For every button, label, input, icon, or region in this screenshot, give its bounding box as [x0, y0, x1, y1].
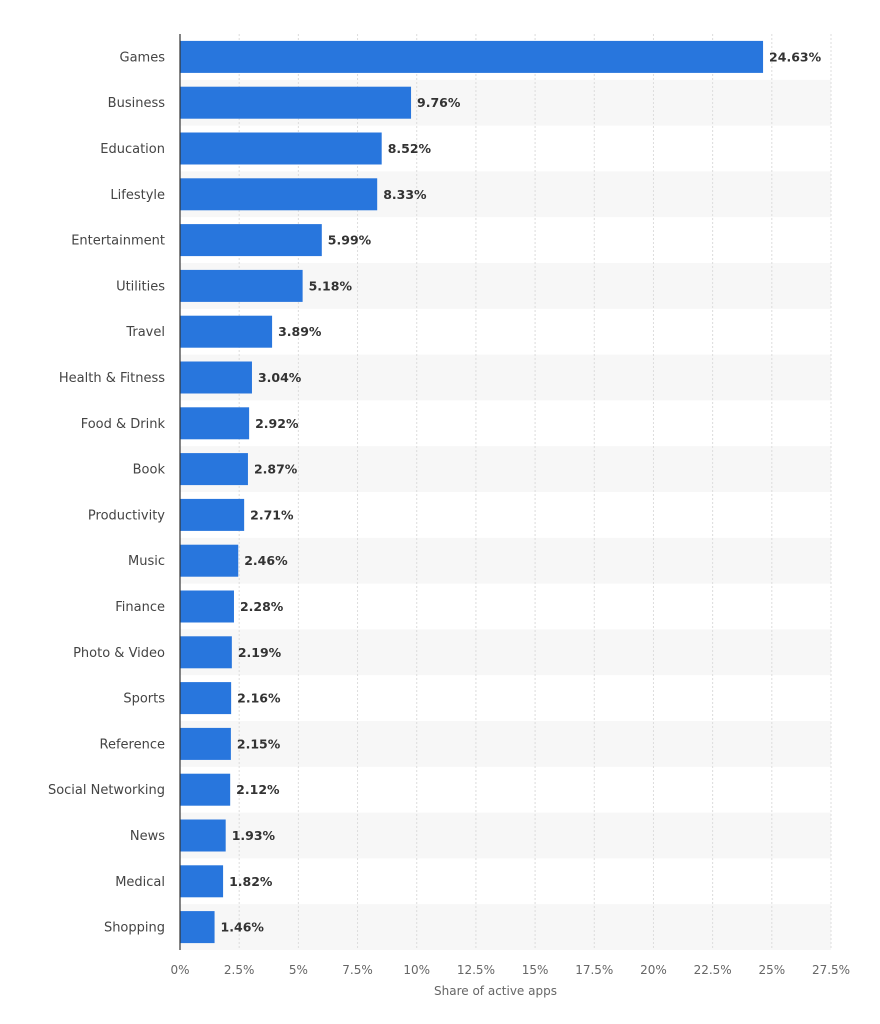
bar: [180, 224, 322, 257]
x-tick-label: 5%: [289, 963, 308, 977]
category-label: Medical: [115, 875, 165, 890]
x-tick-label: 2.5%: [224, 963, 255, 977]
category-label: Lifestyle: [110, 188, 165, 203]
category-label: Photo & Video: [73, 646, 165, 661]
bar: [180, 269, 303, 302]
category-label: Music: [128, 554, 165, 569]
x-tick-label: 10%: [403, 963, 430, 977]
bar: [180, 773, 231, 806]
bar: [180, 453, 248, 486]
row-band: [180, 721, 831, 767]
data-label: 3.89%: [278, 324, 322, 339]
data-label: 2.46%: [244, 553, 288, 568]
bar: [180, 132, 382, 165]
data-label: 2.12%: [236, 782, 280, 797]
data-label: 24.63%: [769, 49, 822, 64]
bar: [180, 636, 232, 669]
data-label: 1.82%: [229, 874, 273, 889]
data-label: 1.46%: [221, 920, 265, 935]
category-label: Travel: [125, 325, 165, 340]
data-label: 1.93%: [232, 828, 276, 843]
bar: [180, 590, 234, 623]
data-label: 8.33%: [383, 187, 427, 202]
x-tick-label: 0%: [170, 963, 189, 977]
category-label: Productivity: [88, 508, 165, 523]
data-label: 8.52%: [388, 141, 432, 156]
data-label: 2.71%: [250, 507, 294, 522]
bar: [180, 86, 412, 119]
data-label: 2.28%: [240, 599, 284, 614]
row-band: [180, 537, 831, 584]
category-label: Social Networking: [48, 783, 165, 798]
data-label: 2.87%: [254, 462, 298, 477]
x-tick-label: 25%: [758, 963, 785, 977]
category-label: Entertainment: [71, 234, 165, 249]
bar: [180, 819, 226, 852]
bar: [180, 727, 231, 760]
data-label: 2.92%: [255, 416, 299, 431]
bar: [180, 544, 239, 577]
bar: [180, 40, 764, 73]
category-label: Finance: [115, 600, 165, 615]
bar: [180, 498, 245, 531]
category-label: Sports: [123, 692, 165, 707]
bar: [180, 911, 215, 944]
data-label: 2.19%: [238, 645, 282, 660]
data-label: 5.99%: [328, 233, 372, 248]
x-tick-label: 20%: [640, 963, 667, 977]
row-band: [180, 446, 831, 492]
bar: [180, 682, 232, 715]
row-band: [180, 812, 831, 859]
category-label: Food & Drink: [81, 417, 166, 432]
category-label: News: [130, 829, 165, 844]
data-label: 5.18%: [309, 278, 353, 293]
row-band: [180, 904, 831, 950]
x-tick-label: 7.5%: [342, 963, 373, 977]
category-label: Education: [100, 142, 165, 157]
category-label: Book: [133, 463, 166, 478]
data-label: 2.15%: [237, 736, 281, 751]
bar: [180, 178, 378, 211]
bar: [180, 361, 252, 394]
row-band: [180, 354, 831, 401]
x-tick-label: 27.5%: [812, 963, 850, 977]
x-tick-label: 12.5%: [457, 963, 495, 977]
category-label: Shopping: [104, 921, 165, 936]
x-axis-title: Share of active apps: [434, 984, 557, 998]
bar: [180, 407, 250, 440]
category-label: Reference: [100, 737, 165, 752]
data-label: 9.76%: [417, 95, 461, 110]
category-label: Utilities: [116, 279, 165, 294]
category-label: Business: [108, 96, 166, 111]
x-tick-label: 22.5%: [694, 963, 732, 977]
bar: [180, 865, 224, 898]
bar: [180, 315, 273, 348]
data-label: 2.16%: [237, 691, 281, 706]
x-tick-label: 17.5%: [575, 963, 613, 977]
category-label: Games: [120, 50, 166, 65]
row-band: [180, 629, 831, 676]
category-label: Health & Fitness: [59, 371, 165, 386]
data-label: 3.04%: [258, 370, 302, 385]
x-tick-label: 15%: [522, 963, 549, 977]
